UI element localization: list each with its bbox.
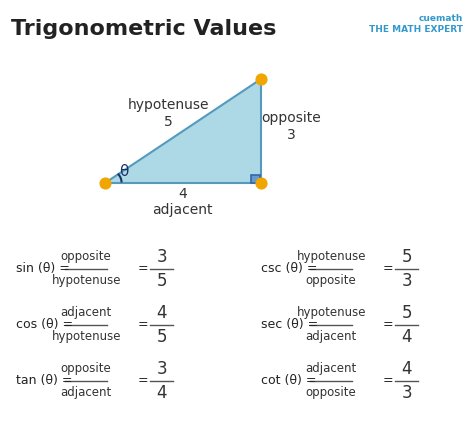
Text: sec (θ) =: sec (θ) = bbox=[261, 318, 318, 331]
Text: =: = bbox=[137, 318, 148, 331]
Text: hypotenuse: hypotenuse bbox=[297, 250, 366, 263]
Text: adjacent: adjacent bbox=[306, 362, 357, 375]
Point bbox=[257, 179, 264, 186]
Text: hypotenuse
5: hypotenuse 5 bbox=[128, 99, 210, 128]
Text: adjacent: adjacent bbox=[61, 306, 112, 319]
Text: 5: 5 bbox=[401, 248, 412, 266]
Text: hypotenuse: hypotenuse bbox=[52, 330, 121, 343]
Text: 4: 4 bbox=[401, 360, 412, 378]
Text: =: = bbox=[137, 262, 148, 275]
Point bbox=[257, 76, 264, 82]
Text: opposite: opposite bbox=[61, 250, 111, 263]
Text: 5: 5 bbox=[156, 272, 167, 290]
Text: 3: 3 bbox=[156, 248, 167, 266]
Text: tan (θ) =: tan (θ) = bbox=[16, 375, 72, 388]
Text: 4: 4 bbox=[401, 328, 412, 346]
Text: 3: 3 bbox=[156, 360, 167, 378]
Point bbox=[101, 179, 109, 186]
Text: 5: 5 bbox=[401, 304, 412, 322]
Text: =: = bbox=[383, 262, 393, 275]
Text: opposite: opposite bbox=[306, 274, 356, 287]
Text: csc (θ) =: csc (θ) = bbox=[261, 262, 317, 275]
Text: cot (θ) =: cot (θ) = bbox=[261, 375, 316, 388]
Text: opposite: opposite bbox=[306, 386, 356, 399]
Text: adjacent: adjacent bbox=[61, 386, 112, 399]
Text: 4
adjacent: 4 adjacent bbox=[153, 187, 213, 217]
Text: cos (θ) =: cos (θ) = bbox=[16, 318, 73, 331]
Bar bbox=[251, 175, 260, 183]
Text: adjacent: adjacent bbox=[306, 330, 357, 343]
Text: hypotenuse: hypotenuse bbox=[297, 306, 366, 319]
Text: cuemath
THE MATH EXPERT: cuemath THE MATH EXPERT bbox=[369, 14, 463, 34]
Text: opposite
3: opposite 3 bbox=[261, 112, 321, 141]
Polygon shape bbox=[105, 79, 261, 183]
Text: θ: θ bbox=[119, 164, 128, 179]
Text: 5: 5 bbox=[156, 328, 167, 346]
Text: 3: 3 bbox=[401, 384, 412, 402]
Text: 4: 4 bbox=[156, 384, 167, 402]
Text: =: = bbox=[137, 375, 148, 388]
Text: 3: 3 bbox=[401, 272, 412, 290]
Text: Trigonometric Values: Trigonometric Values bbox=[11, 19, 276, 39]
Text: sin (θ) =: sin (θ) = bbox=[16, 262, 69, 275]
Text: 4: 4 bbox=[156, 304, 167, 322]
Text: opposite: opposite bbox=[61, 362, 111, 375]
Text: =: = bbox=[383, 318, 393, 331]
Text: hypotenuse: hypotenuse bbox=[52, 274, 121, 287]
Text: =: = bbox=[383, 375, 393, 388]
